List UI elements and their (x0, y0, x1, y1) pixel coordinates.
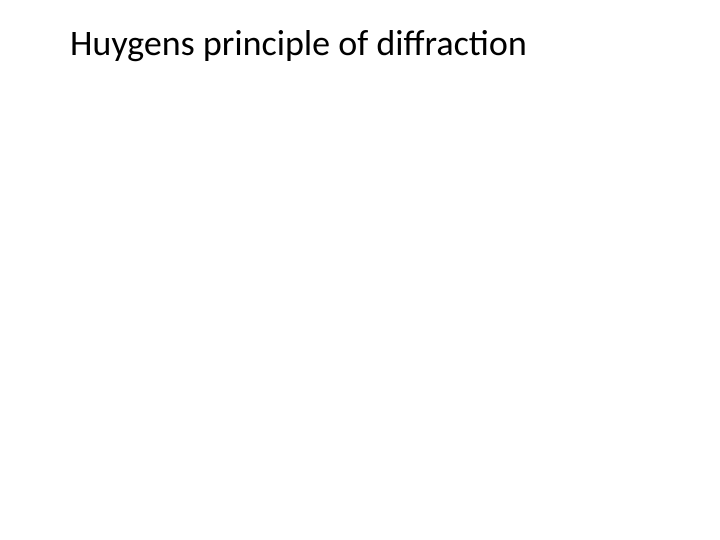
slide-title: Huygens principle of diffraction (70, 22, 650, 65)
slide-container: Huygens principle of diffraction (0, 0, 720, 540)
